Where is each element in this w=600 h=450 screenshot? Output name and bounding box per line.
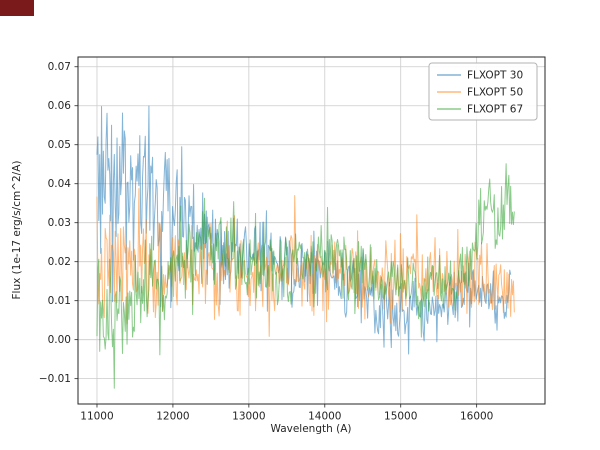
y-tick-label: 0.02: [48, 256, 71, 268]
tick-labels: 11000 12000 13000 14000 15000 16000 −0.01 0.00 0…: [39, 61, 494, 422]
x-tick-label: 16000: [460, 411, 493, 423]
y-tick-label: −0.01: [39, 373, 71, 385]
y-tick-label: 0.00: [48, 334, 71, 346]
y-tick-label: 0.01: [48, 295, 71, 307]
y-tick-label: 0.03: [48, 217, 71, 229]
y-tick-label: 0.06: [48, 100, 72, 112]
series-line-flxopt-67: [96, 163, 515, 389]
x-tick-label: 11000: [80, 411, 113, 423]
corner-marker: [0, 0, 34, 16]
legend-box: [428, 62, 538, 121]
x-tick-label: 13000: [232, 411, 265, 423]
x-tick-label: 15000: [384, 411, 417, 423]
y-tick-label: 0.05: [48, 139, 71, 151]
axes-spines: [77, 56, 546, 405]
x-tick-label: 12000: [156, 411, 189, 423]
y-tick-label: 0.07: [48, 61, 71, 73]
x-tick-label: 14000: [308, 411, 341, 423]
legend-label: FLXOPT 50: [467, 87, 523, 99]
x-axis-label: Wavelength (A): [270, 423, 351, 435]
tick-marks: [74, 66, 478, 408]
y-tick-label: 0.04: [48, 178, 72, 190]
y-axis-label: Flux (1e-17 erg/s/cm^2/A): [11, 161, 23, 300]
legend-label: FLXOPT 67: [467, 104, 523, 116]
legend: FLXOPT 30 FLXOPT 50 FLXOPT 67: [428, 62, 538, 121]
legend-label: FLXOPT 30: [467, 70, 523, 82]
